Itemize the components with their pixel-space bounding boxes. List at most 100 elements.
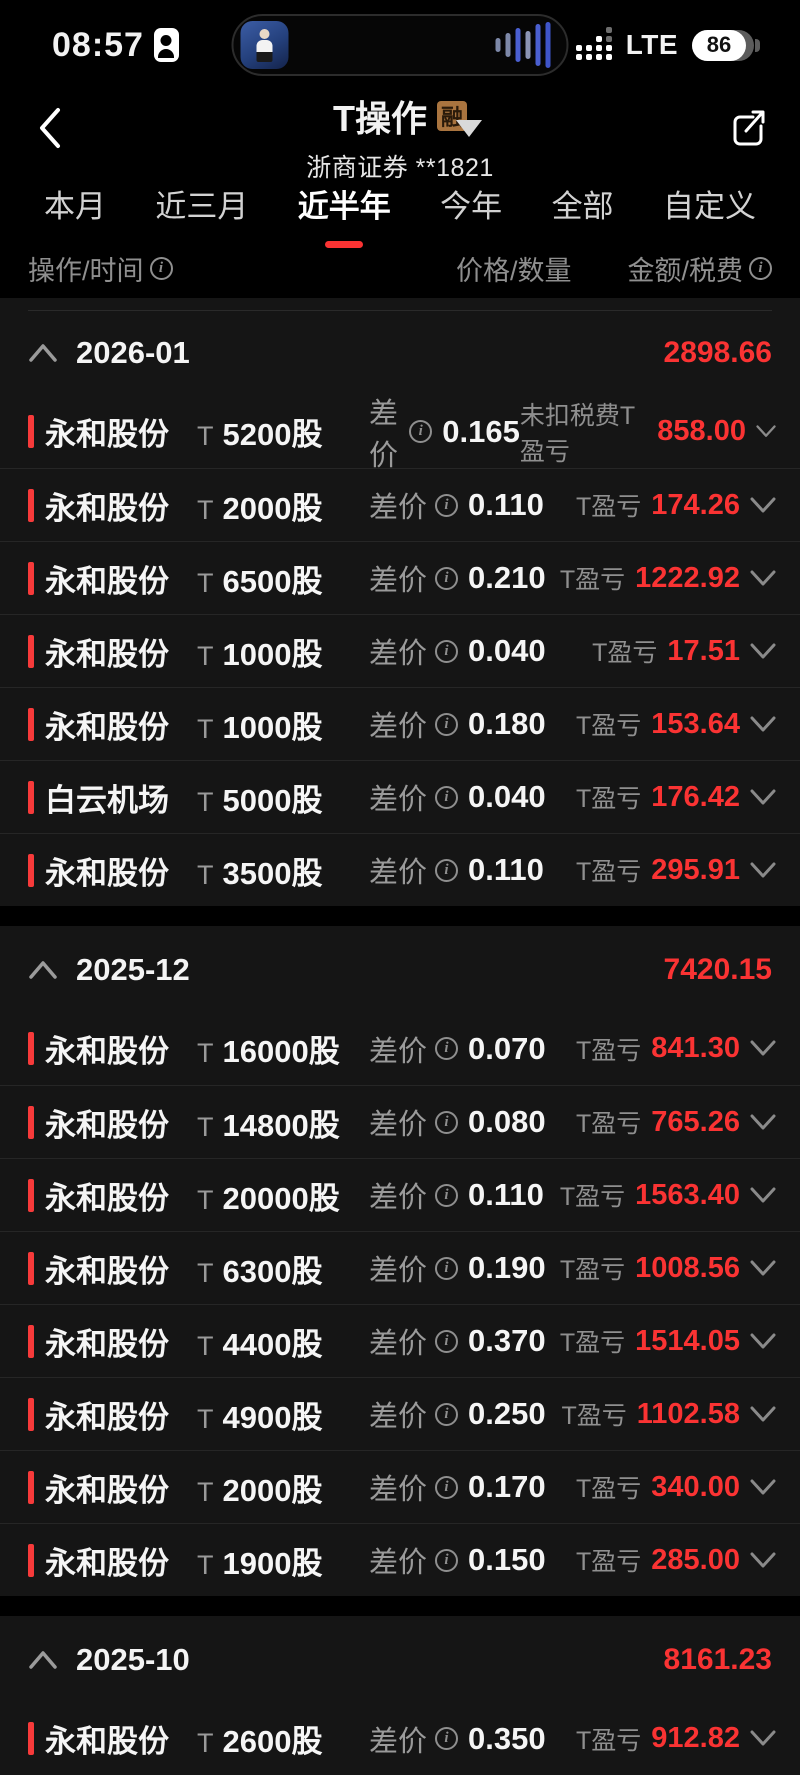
trade-row[interactable]: 永和股份 T 4900股 差价 0.250 T盈亏 1102.58 xyxy=(0,1377,800,1450)
trade-row[interactable]: 永和股份 T 1000股 差价 0.040 T盈亏 17.51 xyxy=(0,614,800,687)
trade-row[interactable]: 白云机场 T 5000股 差价 0.040 T盈亏 176.42 xyxy=(0,760,800,833)
info-icon[interactable] xyxy=(435,1402,459,1426)
profit-label: T盈亏 xyxy=(576,493,642,521)
chevron-down-icon[interactable] xyxy=(750,1552,776,1569)
info-icon[interactable] xyxy=(435,785,459,809)
tab-all[interactable]: 全部 xyxy=(551,188,614,224)
trade-row[interactable]: 永和股份 T 14800股 差价 0.080 T盈亏 765.26 xyxy=(0,1085,800,1158)
info-icon[interactable] xyxy=(435,1475,459,1499)
info-icon[interactable] xyxy=(435,858,459,882)
status-indicators: LTE 86 xyxy=(575,27,760,61)
diff-label: 差价 xyxy=(369,1182,428,1214)
diff-label: 差价 xyxy=(369,492,428,524)
profit-value: 176.42 xyxy=(651,780,740,813)
trade-row[interactable]: 永和股份 T 3500股 差价 0.110 T盈亏 295.91 xyxy=(0,833,800,906)
info-icon[interactable] xyxy=(435,566,459,590)
trade-row[interactable]: 永和股份 T 5200股 差价 0.165 未扣税费T盈亏 858.00 xyxy=(0,395,800,472)
chevron-down-icon[interactable] xyxy=(750,1333,776,1350)
info-icon[interactable] xyxy=(435,1037,459,1060)
quantity-value: 1900股 xyxy=(222,1545,323,1581)
diff-label: 差价 xyxy=(369,565,428,597)
info-icon[interactable] xyxy=(435,712,459,736)
month-label: 2025-10 xyxy=(76,1642,190,1677)
chevron-down-icon[interactable] xyxy=(750,862,776,879)
profit-group: T盈亏 176.42 xyxy=(576,779,776,815)
info-icon[interactable] xyxy=(149,256,173,280)
chevron-down-icon[interactable] xyxy=(750,1040,776,1057)
chevron-up-icon[interactable] xyxy=(28,1650,58,1670)
chevron-down-icon[interactable] xyxy=(750,1260,776,1277)
col-price-qty: 价格/数量 xyxy=(455,255,572,286)
trade-quantity: T 16000股 xyxy=(197,1026,369,1071)
info-icon[interactable] xyxy=(435,1727,459,1750)
chevron-down-icon[interactable] xyxy=(750,716,776,733)
diff-label: 差价 xyxy=(369,1328,428,1360)
trade-quantity: T 3500股 xyxy=(197,848,369,893)
chevron-down-icon[interactable] xyxy=(756,423,776,440)
profit-label: T盈亏 xyxy=(559,1256,626,1284)
profit-group: 未扣税费T盈亏 858.00 xyxy=(520,396,776,468)
chevron-down-icon[interactable] xyxy=(750,570,776,587)
row-accent-bar xyxy=(28,1105,34,1139)
trade-row[interactable]: 永和股份 T 1900股 差价 0.150 T盈亏 285.00 xyxy=(0,1523,800,1596)
info-icon[interactable] xyxy=(435,639,459,663)
month-header[interactable]: 2025-12 7420.15 xyxy=(0,938,800,1002)
dropdown-triangle-icon[interactable] xyxy=(456,120,482,137)
dynamic-island[interactable] xyxy=(231,14,569,76)
price-diff: 差价 0.180 xyxy=(369,703,546,745)
month-header[interactable]: 2025-10 8161.23 xyxy=(0,1628,800,1692)
profit-value: 1563.40 xyxy=(635,1178,740,1211)
trade-row[interactable]: 永和股份 T 1000股 差价 0.180 T盈亏 153.64 xyxy=(0,687,800,760)
chevron-down-icon[interactable] xyxy=(750,643,776,660)
trade-row[interactable]: 永和股份 T 2000股 差价 0.170 T盈亏 340.00 xyxy=(0,1450,800,1523)
info-icon[interactable] xyxy=(409,420,433,443)
trade-row[interactable]: 永和股份 T 4400股 差价 0.370 T盈亏 1514.05 xyxy=(0,1304,800,1377)
info-icon[interactable] xyxy=(435,1548,459,1572)
trade-row[interactable]: 永和股份 T 2600股 差价 0.350 T盈亏 912.82 xyxy=(0,1702,800,1775)
trade-quantity: T 5000股 xyxy=(197,775,369,820)
info-icon[interactable] xyxy=(749,256,772,280)
trade-row[interactable]: 永和股份 T 6300股 差价 0.190 T盈亏 1008.56 xyxy=(0,1231,800,1304)
info-icon[interactable] xyxy=(435,493,459,517)
price-diff: 差价 0.150 xyxy=(369,1539,546,1581)
trade-row[interactable]: 永和股份 T 16000股 差价 0.070 T盈亏 841.30 xyxy=(0,1012,800,1085)
tab-custom[interactable]: 自定义 xyxy=(662,188,756,224)
tab-last-6-months[interactable]: 近半年 xyxy=(298,181,391,226)
info-icon[interactable] xyxy=(435,1256,459,1280)
info-icon[interactable] xyxy=(435,1329,459,1353)
diff-value: 0.040 xyxy=(468,779,546,814)
row-accent-bar xyxy=(28,1251,34,1285)
nav-header: T操作 融 浙商证券 **1821 xyxy=(0,90,800,182)
profit-value: 285.00 xyxy=(651,1543,740,1576)
chevron-down-icon[interactable] xyxy=(750,497,776,514)
info-icon[interactable] xyxy=(435,1183,459,1207)
month-header[interactable]: 2026-01 2898.66 xyxy=(0,321,800,385)
row-accent-bar xyxy=(28,707,34,741)
profit-label: T盈亏 xyxy=(561,1402,627,1430)
quantity-value: 4400股 xyxy=(222,1326,323,1362)
chevron-down-icon[interactable] xyxy=(750,1187,776,1204)
tab-last-3-months[interactable]: 近三月 xyxy=(155,188,249,224)
info-icon[interactable] xyxy=(435,1110,459,1134)
quantity-value: 14800股 xyxy=(222,1107,340,1143)
chevron-down-icon[interactable] xyxy=(750,1406,776,1423)
share-button[interactable] xyxy=(729,108,767,150)
t-label: T xyxy=(197,786,214,817)
price-diff: 差价 0.210 xyxy=(369,557,546,599)
back-button[interactable] xyxy=(30,104,70,152)
tab-current-month[interactable]: 本月 xyxy=(44,188,106,224)
chevron-down-icon[interactable] xyxy=(750,1730,776,1747)
chevron-down-icon[interactable] xyxy=(750,1114,776,1131)
trade-row[interactable]: 永和股份 T 6500股 差价 0.210 T盈亏 1222.92 xyxy=(0,541,800,614)
chevron-down-icon[interactable] xyxy=(750,1479,776,1496)
profit-label: T盈亏 xyxy=(576,858,642,886)
price-diff: 差价 0.040 xyxy=(369,776,546,818)
chevron-down-icon[interactable] xyxy=(750,789,776,806)
tab-this-year[interactable]: 今年 xyxy=(440,188,503,224)
t-label: T xyxy=(197,1257,214,1288)
trade-row[interactable]: 永和股份 T 20000股 差价 0.110 T盈亏 1563.40 xyxy=(0,1158,800,1231)
clock: 08:57 xyxy=(52,25,144,64)
chevron-up-icon[interactable] xyxy=(28,343,58,363)
trade-row[interactable]: 永和股份 T 2000股 差价 0.110 T盈亏 174.26 xyxy=(0,468,800,541)
chevron-up-icon[interactable] xyxy=(28,960,58,980)
